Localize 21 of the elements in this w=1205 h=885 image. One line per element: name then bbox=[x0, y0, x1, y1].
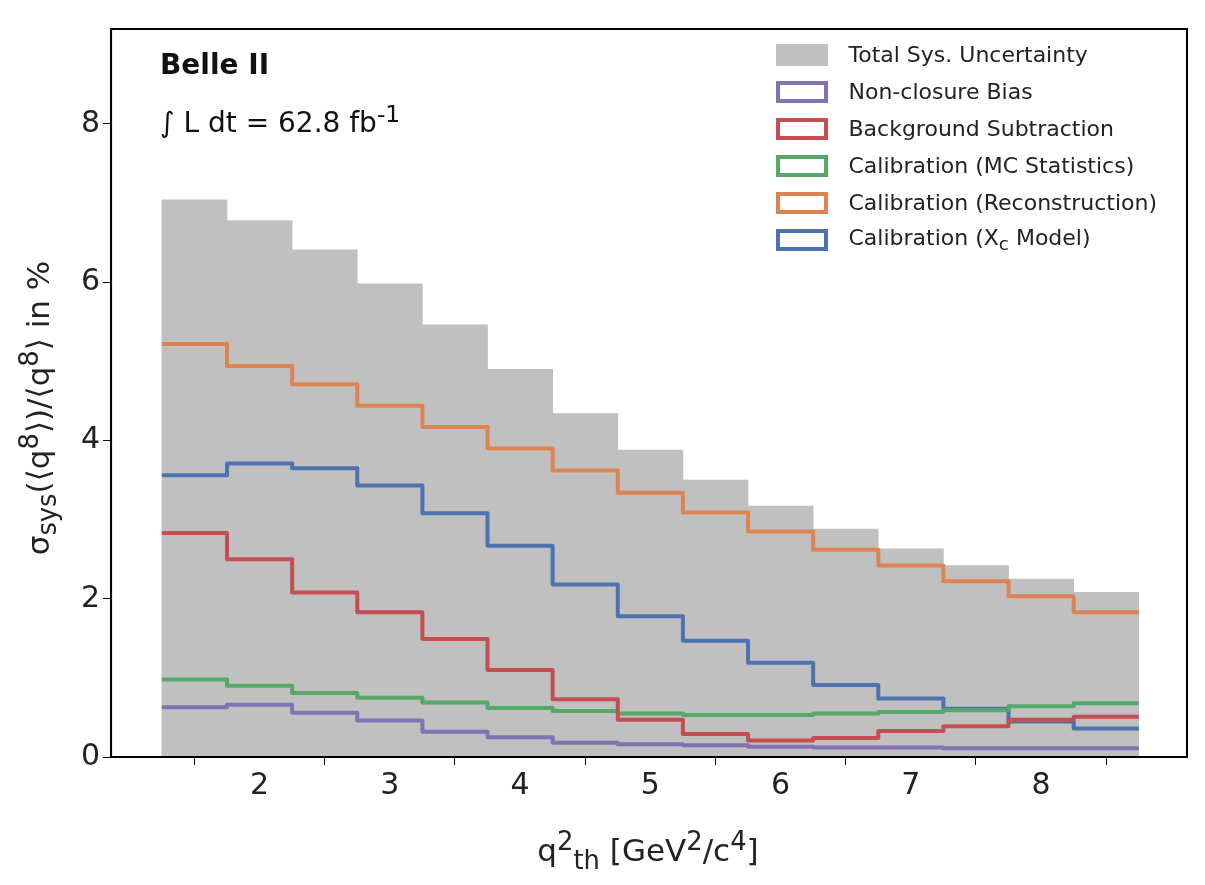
annotation: Belle II bbox=[160, 48, 270, 81]
legend-label: Non-closure Bias bbox=[848, 79, 1033, 104]
legend-label: Background Subtraction bbox=[848, 116, 1114, 141]
legend-label: Total Sys. Uncertainty bbox=[848, 42, 1088, 67]
legend-label: Calibration (Reconstruction) bbox=[848, 190, 1157, 215]
y-tick-label: 8 bbox=[80, 103, 101, 139]
y-tick-label: 2 bbox=[80, 578, 101, 614]
x-axis-title: q$^{2}$$_{th}$ [GeV$^{2}$/c$^{4}$] bbox=[537, 826, 759, 875]
y-tick-label: 6 bbox=[80, 262, 101, 298]
annotation: ∫ L dt = 62.8 fb$^{-1}$ bbox=[160, 100, 401, 140]
legend-label: Calibration (MC Statistics) bbox=[848, 153, 1135, 178]
y-tick-label: 0 bbox=[80, 736, 101, 772]
y-tick-label: 4 bbox=[80, 420, 101, 456]
x-tick-label: 6 bbox=[771, 765, 791, 801]
legend-label: Calibration (X$_{c}$ Model) bbox=[848, 224, 1091, 255]
x-tick-label: 4 bbox=[510, 765, 530, 801]
x-tick-label: 5 bbox=[640, 765, 660, 801]
x-tick-label: 3 bbox=[380, 765, 400, 801]
x-tick-label: 2 bbox=[250, 765, 270, 801]
x-tick-label: 7 bbox=[901, 765, 921, 801]
x-tick-label: 8 bbox=[1031, 765, 1051, 801]
